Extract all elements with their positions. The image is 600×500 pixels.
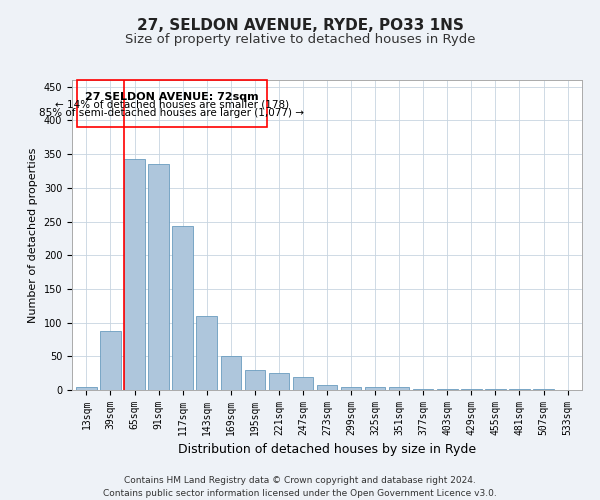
Text: Size of property relative to detached houses in Ryde: Size of property relative to detached ho… bbox=[125, 32, 475, 46]
Bar bbox=[269, 373, 289, 390]
Text: Contains HM Land Registry data © Crown copyright and database right 2024.
Contai: Contains HM Land Registry data © Crown c… bbox=[103, 476, 497, 498]
Bar bbox=[293, 376, 313, 390]
Bar bbox=[317, 384, 337, 390]
Text: 27 SELDON AVENUE: 72sqm: 27 SELDON AVENUE: 72sqm bbox=[85, 92, 259, 102]
Text: ← 14% of detached houses are smaller (178): ← 14% of detached houses are smaller (17… bbox=[55, 100, 289, 110]
Text: 85% of semi-detached houses are larger (1,077) →: 85% of semi-detached houses are larger (… bbox=[40, 108, 304, 118]
Y-axis label: Number of detached properties: Number of detached properties bbox=[28, 148, 38, 322]
Bar bbox=[413, 388, 433, 390]
Bar bbox=[76, 386, 97, 390]
Bar bbox=[148, 164, 169, 390]
Bar bbox=[341, 386, 361, 390]
Bar bbox=[196, 316, 217, 390]
Bar bbox=[389, 388, 409, 390]
Text: 27, SELDON AVENUE, RYDE, PO33 1NS: 27, SELDON AVENUE, RYDE, PO33 1NS bbox=[137, 18, 463, 32]
Bar bbox=[221, 356, 241, 390]
Bar bbox=[245, 370, 265, 390]
X-axis label: Distribution of detached houses by size in Ryde: Distribution of detached houses by size … bbox=[178, 444, 476, 456]
Bar bbox=[172, 226, 193, 390]
Bar bbox=[124, 159, 145, 390]
Bar bbox=[365, 388, 385, 390]
Bar bbox=[100, 330, 121, 390]
